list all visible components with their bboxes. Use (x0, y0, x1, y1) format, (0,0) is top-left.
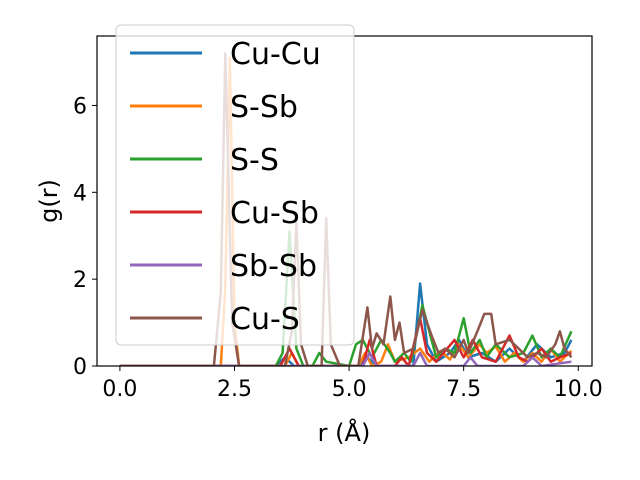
legend-label-s-s: S-S (230, 143, 279, 178)
y-tick-label: 6 (73, 94, 87, 119)
legend: Cu-Cu S-Sb S-S Cu-Sb Sb-Sb Cu-S (115, 24, 355, 346)
y-axis-label: g(r) (35, 179, 63, 223)
x-tick-label: 10.0 (554, 377, 603, 402)
y-tick-label: 4 (73, 181, 87, 206)
x-axis-label: r (Å) (318, 418, 371, 447)
x-tick-label: 2.5 (217, 377, 252, 402)
y-tick-label: 0 (73, 355, 87, 380)
y-axis-ticks: 0 2 4 6 (73, 94, 97, 380)
legend-label-cu-s: Cu-S (230, 302, 300, 337)
x-tick-label: 0.0 (102, 377, 137, 402)
x-axis-ticks: 0.0 2.5 5.0 7.5 10.0 (102, 366, 603, 402)
x-tick-label: 7.5 (446, 377, 481, 402)
legend-label-s-sb: S-Sb (230, 90, 298, 125)
x-tick-label: 5.0 (332, 377, 367, 402)
series-line-cu-cu (119, 282, 573, 366)
legend-label-sb-sb: Sb-Sb (230, 249, 317, 284)
legend-box (115, 24, 355, 346)
legend-label-cu-cu: Cu-Cu (230, 37, 321, 72)
series-line-sb-sb (119, 351, 572, 366)
y-tick-label: 2 (73, 268, 87, 293)
legend-label-cu-sb: Cu-Sb (230, 196, 319, 231)
